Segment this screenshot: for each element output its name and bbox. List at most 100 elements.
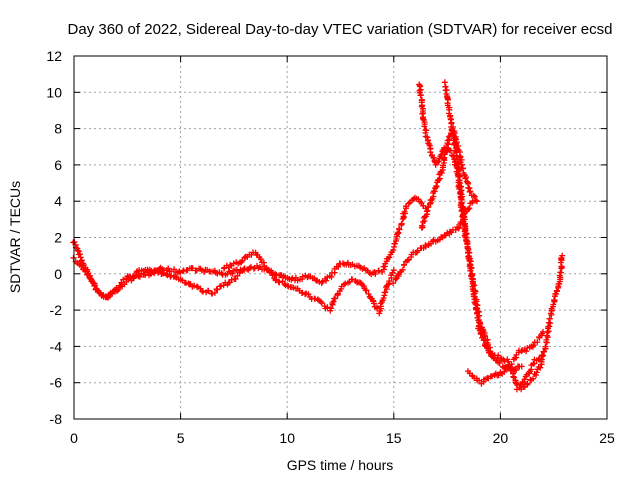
data-point [191,282,198,289]
data-point [447,115,454,122]
series-9 [518,252,566,393]
data-point [227,262,234,268]
data-point [537,364,544,371]
data-point [454,160,461,167]
data-point [335,263,342,270]
y-tick-label: 12 [46,48,62,64]
data-point [398,220,405,227]
data-point [349,276,356,283]
data-point [546,315,553,322]
data-point [453,152,460,159]
y-tick-label: 10 [46,84,62,100]
data-point [82,268,89,275]
data-point [523,348,530,355]
data-point [381,289,388,296]
data-point [193,283,200,290]
data-point [466,255,473,262]
series-7 [441,79,547,393]
data-point [229,270,236,277]
data-point [495,352,502,359]
data-point [404,257,411,264]
data-point [370,300,377,307]
data-point [551,297,557,303]
data-point [462,175,469,182]
data-point [328,305,335,312]
data-point [508,361,515,368]
y-tick-label: 6 [54,157,62,173]
grid-lines [74,56,607,419]
data-point [390,280,397,287]
data-point [211,289,218,296]
data-point [91,282,98,289]
data-point [467,267,474,274]
data-point [399,266,406,273]
data-point [470,192,477,199]
data-point [456,179,463,186]
data-point [240,266,247,273]
data-point [472,197,479,204]
data-point [451,141,458,148]
data-point [209,290,216,297]
data-point [501,368,508,375]
data-point [115,286,122,293]
data-point [467,188,474,195]
data-point [474,314,481,321]
data-point [530,342,537,349]
data-point [383,284,389,291]
data-point [539,352,546,359]
data-point [428,197,435,204]
data-point [476,377,483,384]
series-4 [390,198,476,287]
data-point [518,363,525,370]
data-point [390,267,397,274]
data-point [323,277,329,284]
data-point [473,306,480,313]
data-point [444,137,451,144]
data-point [241,254,248,261]
data-point [449,131,456,138]
data-point [130,275,136,282]
data-point [456,224,463,231]
axis-ticks: 0 5 10 15 20 25 -8 -6 -4 -2 0 2 4 6 8 10 12 [46,48,615,446]
data-point [542,343,549,350]
data-point [341,281,347,288]
data-point [363,287,370,294]
data-point [557,269,564,276]
data-point [401,208,408,215]
x-tick-label: 20 [493,430,509,446]
data-point [442,87,449,94]
x-tick-label: 25 [599,430,615,446]
y-tick-label: -2 [50,302,63,318]
data-point [390,247,397,253]
x-tick-label: 0 [70,430,78,446]
data-point [448,127,455,134]
series-5 [416,81,525,374]
data-point [199,288,206,294]
data-point [417,92,424,98]
data-point [559,252,566,259]
data-point [435,158,442,165]
data-point [419,222,426,229]
y-tick-label: 8 [54,121,62,137]
data-point [276,279,283,286]
data-point [553,287,560,294]
data-point [472,300,479,307]
data-point [232,276,239,282]
data-point [257,256,264,262]
y-tick-label: 2 [54,230,62,246]
data-point [318,300,325,307]
x-axis-label: GPS time / hours [287,457,394,473]
y-tick-label: -6 [50,375,63,391]
data-point [396,226,403,233]
x-tick-label: 5 [177,430,185,446]
data-point [405,200,412,207]
data-point [365,291,372,297]
data-point [330,298,337,305]
series-3 [221,249,397,317]
data-point [125,276,132,283]
data-point [281,281,288,287]
y-tick-label: 4 [54,193,62,209]
data-point [324,304,331,311]
data-point [372,271,379,277]
